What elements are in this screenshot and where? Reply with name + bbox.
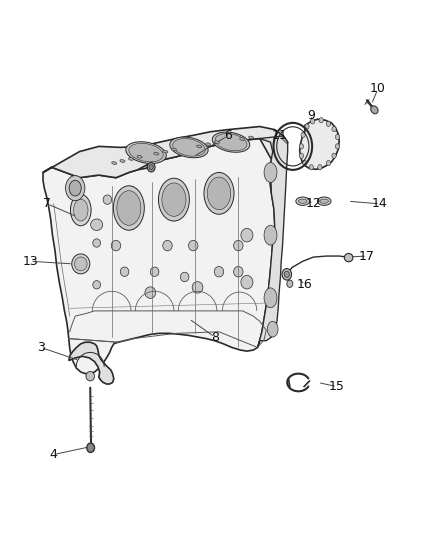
Ellipse shape [111, 240, 121, 251]
Ellipse shape [336, 144, 339, 149]
Ellipse shape [264, 225, 277, 245]
Ellipse shape [320, 199, 328, 203]
Ellipse shape [264, 288, 277, 308]
Ellipse shape [326, 160, 331, 166]
Text: 13: 13 [22, 255, 38, 268]
Ellipse shape [267, 321, 278, 337]
Ellipse shape [204, 173, 234, 214]
Text: 10: 10 [370, 83, 386, 95]
Ellipse shape [128, 158, 134, 160]
Ellipse shape [214, 266, 224, 277]
Ellipse shape [180, 272, 189, 281]
Ellipse shape [126, 142, 166, 164]
Ellipse shape [318, 165, 322, 170]
Ellipse shape [233, 240, 243, 251]
Text: 8: 8 [211, 330, 219, 343]
Ellipse shape [326, 122, 331, 126]
Text: 15: 15 [329, 380, 345, 393]
Ellipse shape [87, 443, 95, 453]
Ellipse shape [319, 118, 323, 123]
Ellipse shape [249, 136, 254, 139]
Ellipse shape [117, 191, 141, 225]
Text: 7: 7 [43, 197, 51, 211]
Ellipse shape [173, 139, 205, 156]
Polygon shape [43, 126, 288, 177]
Ellipse shape [240, 138, 245, 140]
Ellipse shape [93, 239, 101, 247]
Ellipse shape [192, 281, 203, 293]
Ellipse shape [74, 199, 88, 221]
Ellipse shape [71, 195, 91, 226]
Ellipse shape [163, 240, 172, 251]
Polygon shape [300, 119, 339, 169]
Text: 16: 16 [297, 278, 313, 291]
Ellipse shape [241, 228, 253, 242]
Ellipse shape [287, 280, 293, 287]
Ellipse shape [162, 183, 186, 216]
Text: 14: 14 [372, 197, 388, 211]
Ellipse shape [150, 267, 159, 277]
Ellipse shape [336, 134, 339, 140]
Ellipse shape [159, 178, 189, 221]
Ellipse shape [282, 269, 292, 280]
Ellipse shape [188, 240, 198, 251]
Ellipse shape [264, 163, 277, 182]
Ellipse shape [212, 132, 250, 152]
Ellipse shape [298, 199, 307, 203]
Ellipse shape [301, 132, 305, 138]
Ellipse shape [299, 144, 304, 149]
Ellipse shape [197, 145, 202, 148]
Ellipse shape [215, 134, 247, 151]
Text: 17: 17 [359, 249, 375, 263]
Ellipse shape [154, 152, 159, 155]
Ellipse shape [147, 163, 155, 172]
Ellipse shape [207, 177, 231, 209]
Ellipse shape [332, 153, 336, 158]
Text: 11: 11 [271, 130, 287, 142]
Ellipse shape [129, 143, 163, 162]
Ellipse shape [74, 257, 87, 271]
Ellipse shape [149, 165, 153, 170]
Ellipse shape [72, 254, 90, 274]
Ellipse shape [91, 219, 102, 230]
Text: 4: 4 [50, 448, 58, 461]
Ellipse shape [113, 186, 144, 230]
Ellipse shape [284, 271, 290, 278]
Polygon shape [43, 139, 275, 374]
Ellipse shape [103, 195, 112, 204]
Ellipse shape [86, 372, 95, 381]
Ellipse shape [233, 266, 243, 277]
Text: 12: 12 [306, 197, 321, 211]
Ellipse shape [303, 160, 307, 166]
Ellipse shape [120, 159, 125, 163]
Ellipse shape [309, 165, 314, 170]
Ellipse shape [206, 143, 211, 146]
Ellipse shape [241, 276, 253, 289]
Ellipse shape [332, 126, 336, 132]
Ellipse shape [311, 119, 315, 124]
Ellipse shape [93, 280, 101, 289]
Ellipse shape [344, 254, 353, 262]
Ellipse shape [137, 156, 142, 158]
Ellipse shape [171, 148, 177, 151]
Ellipse shape [69, 180, 81, 196]
Polygon shape [69, 342, 114, 384]
Text: 3: 3 [37, 341, 45, 354]
Ellipse shape [170, 137, 208, 158]
Ellipse shape [299, 153, 304, 158]
Ellipse shape [145, 287, 155, 298]
Ellipse shape [163, 150, 168, 153]
Ellipse shape [112, 161, 117, 165]
Ellipse shape [317, 197, 331, 205]
Polygon shape [258, 136, 288, 348]
Ellipse shape [305, 124, 309, 129]
Ellipse shape [66, 175, 85, 201]
Ellipse shape [371, 106, 378, 114]
Ellipse shape [120, 267, 129, 277]
Text: 9: 9 [307, 109, 315, 122]
Ellipse shape [296, 197, 310, 205]
Text: 6: 6 [224, 130, 232, 142]
Ellipse shape [214, 141, 219, 143]
